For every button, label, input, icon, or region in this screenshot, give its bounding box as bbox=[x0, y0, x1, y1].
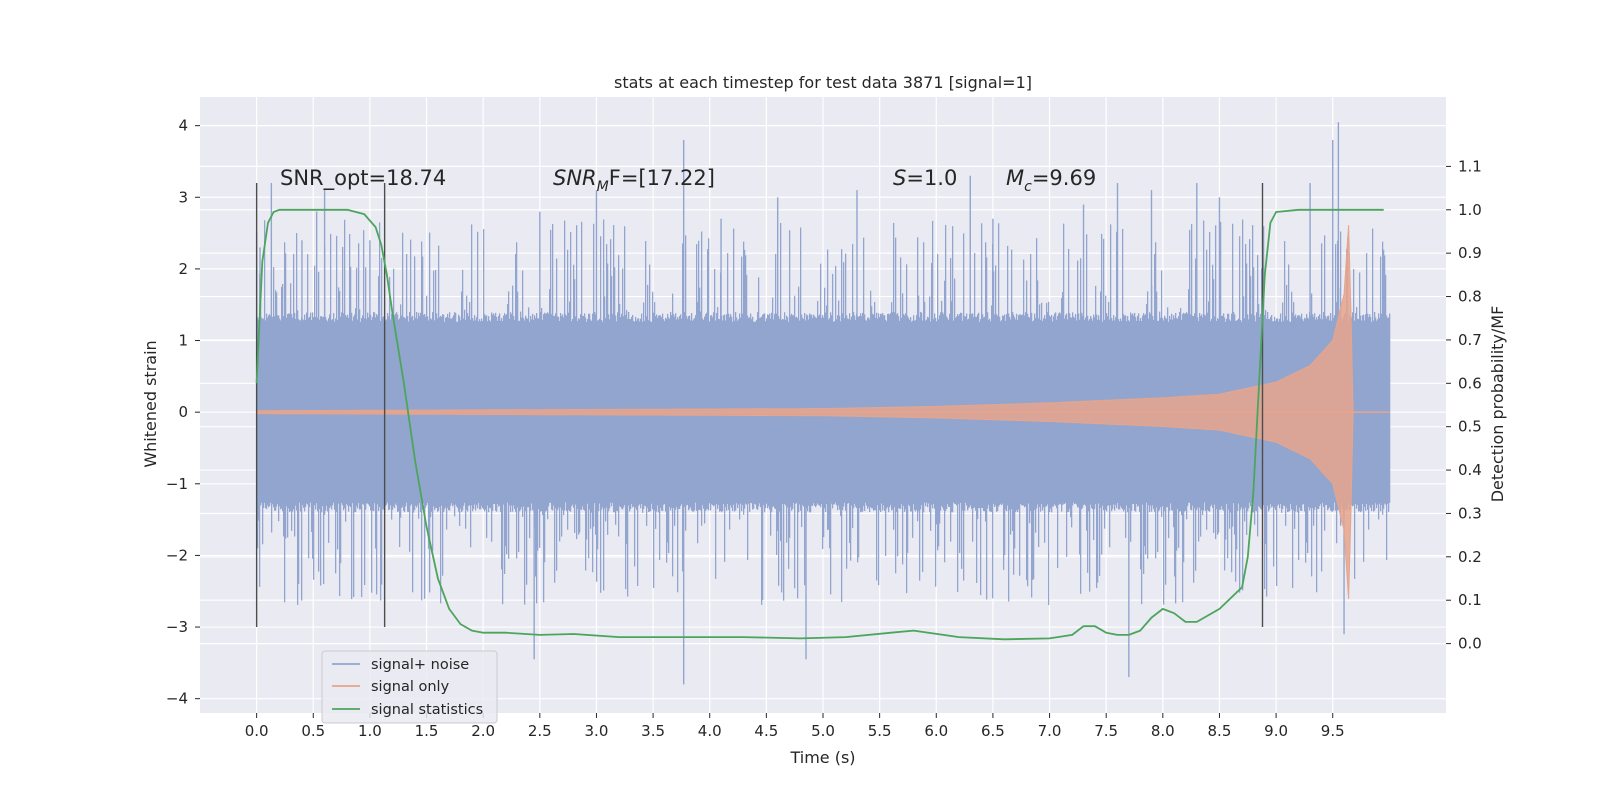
annotation-snr-opt: SNR_opt=18.74 bbox=[280, 166, 446, 191]
y-tick-label: 1 bbox=[178, 332, 188, 350]
x-tick-label: 0.0 bbox=[245, 722, 269, 740]
y2-tick-label: 1.1 bbox=[1458, 157, 1482, 175]
x-tick-label: 8.0 bbox=[1151, 722, 1175, 740]
chart-title: stats at each timestep for test data 387… bbox=[614, 73, 1032, 92]
y2-tick-label: 0.9 bbox=[1458, 244, 1482, 262]
annotation-mc-val: =9.69 bbox=[1032, 166, 1096, 190]
y-axis-label: Whitened strain bbox=[141, 340, 160, 467]
y2-tick-label: 0.7 bbox=[1458, 331, 1482, 349]
y-tick-label: −1 bbox=[166, 475, 188, 493]
annotation-mc: Mc=9.69 bbox=[1006, 166, 1096, 195]
y2-tick-label: 0.1 bbox=[1458, 591, 1482, 609]
x-tick-label: 6.0 bbox=[924, 722, 948, 740]
annotation-snr-mf-sub: M bbox=[597, 179, 609, 195]
y-tick-label: 0 bbox=[178, 403, 188, 421]
x-tick-label: 4.5 bbox=[754, 722, 778, 740]
x-tick-label: 1.5 bbox=[415, 722, 439, 740]
x-tick-label: 3.5 bbox=[641, 722, 665, 740]
y2-tick-label: 0.6 bbox=[1458, 374, 1482, 392]
y-tick-label: 2 bbox=[178, 260, 188, 278]
y2-tick-label: 0.0 bbox=[1458, 635, 1482, 653]
y2-tick-label: 0.2 bbox=[1458, 548, 1482, 566]
y-tick-label: 4 bbox=[178, 117, 188, 135]
x-tick-label: 7.5 bbox=[1094, 722, 1118, 740]
y-tick-label: −2 bbox=[166, 546, 188, 564]
x-tick-label: 9.0 bbox=[1264, 722, 1288, 740]
x-tick-label: 5.0 bbox=[811, 722, 835, 740]
y-tick-label: 3 bbox=[178, 188, 188, 206]
x-tick-label: 6.5 bbox=[981, 722, 1005, 740]
series-signal-plus-noise bbox=[255, 122, 1391, 685]
annotation-s-var: S bbox=[893, 166, 906, 190]
y2-tick-label: 0.8 bbox=[1458, 288, 1482, 306]
x-axis-label: Time (s) bbox=[789, 748, 855, 767]
legend-box bbox=[321, 650, 498, 724]
y2-tick-label: 0.4 bbox=[1458, 461, 1482, 479]
annotation-s: S=1.0 bbox=[893, 166, 957, 190]
annotation-snr-mf-main: SNR bbox=[553, 166, 597, 190]
y2-tick-label: 1.0 bbox=[1458, 201, 1482, 219]
y2-tick-labels: 1.1 1.0 0.9 0.8 0.7 0.6 0.5 0.4 0.3 0.2 0.1 0.0 bbox=[1446, 157, 1482, 653]
y2-tick-label: 0.3 bbox=[1458, 504, 1482, 522]
y-tick-label: −3 bbox=[166, 618, 188, 636]
vertical-markers bbox=[255, 182, 1264, 628]
annotation-s-val: =1.0 bbox=[906, 166, 957, 190]
x-tick-label: 1.0 bbox=[358, 722, 382, 740]
series-signal-only bbox=[256, 225, 1390, 600]
x-tick-label: 8.5 bbox=[1208, 722, 1232, 740]
x-tick-label: 2.5 bbox=[528, 722, 552, 740]
x-tick-label: 0.5 bbox=[301, 722, 325, 740]
legend-label-signal-only: signal only bbox=[371, 679, 450, 695]
x-tick-label: 9.5 bbox=[1321, 722, 1345, 740]
x-tick-label: 7.0 bbox=[1038, 722, 1062, 740]
y-tick-label: −4 bbox=[166, 690, 188, 708]
y-tick-labels: 4 3 2 1 0 −1 −2 −3 −4 bbox=[166, 117, 200, 708]
y2-axis-label: Detection probability/MF bbox=[1488, 306, 1507, 503]
annotation-snr-mf-rest: F=[17.22] bbox=[609, 166, 715, 190]
annotation-mc-sub: c bbox=[1024, 179, 1032, 195]
y2-tick-label: 0.5 bbox=[1458, 418, 1482, 436]
x-tick-label: 3.0 bbox=[585, 722, 609, 740]
annotation-mc-var: M bbox=[1006, 166, 1024, 190]
x-tick-labels: 0.0 0.5 1.0 1.5 2.0 2.5 3.0 3.5 4.0 4.5 5.0 5.5 6.0 6… bbox=[245, 713, 1345, 740]
statistics-line bbox=[255, 208, 1384, 641]
annotation-snr-mf: SNRMF=[17.22] bbox=[553, 166, 715, 195]
x-tick-label: 2.0 bbox=[471, 722, 495, 740]
legend-label-signal-statistics: signal statistics bbox=[371, 702, 483, 718]
x-tick-label: 5.5 bbox=[868, 722, 892, 740]
series-signal-statistics bbox=[255, 208, 1384, 641]
legend-label-signal-plus-noise: signal+ noise bbox=[371, 657, 469, 673]
legend: signal+ noise signal only signal statist… bbox=[321, 650, 498, 724]
x-tick-label: 4.0 bbox=[698, 722, 722, 740]
